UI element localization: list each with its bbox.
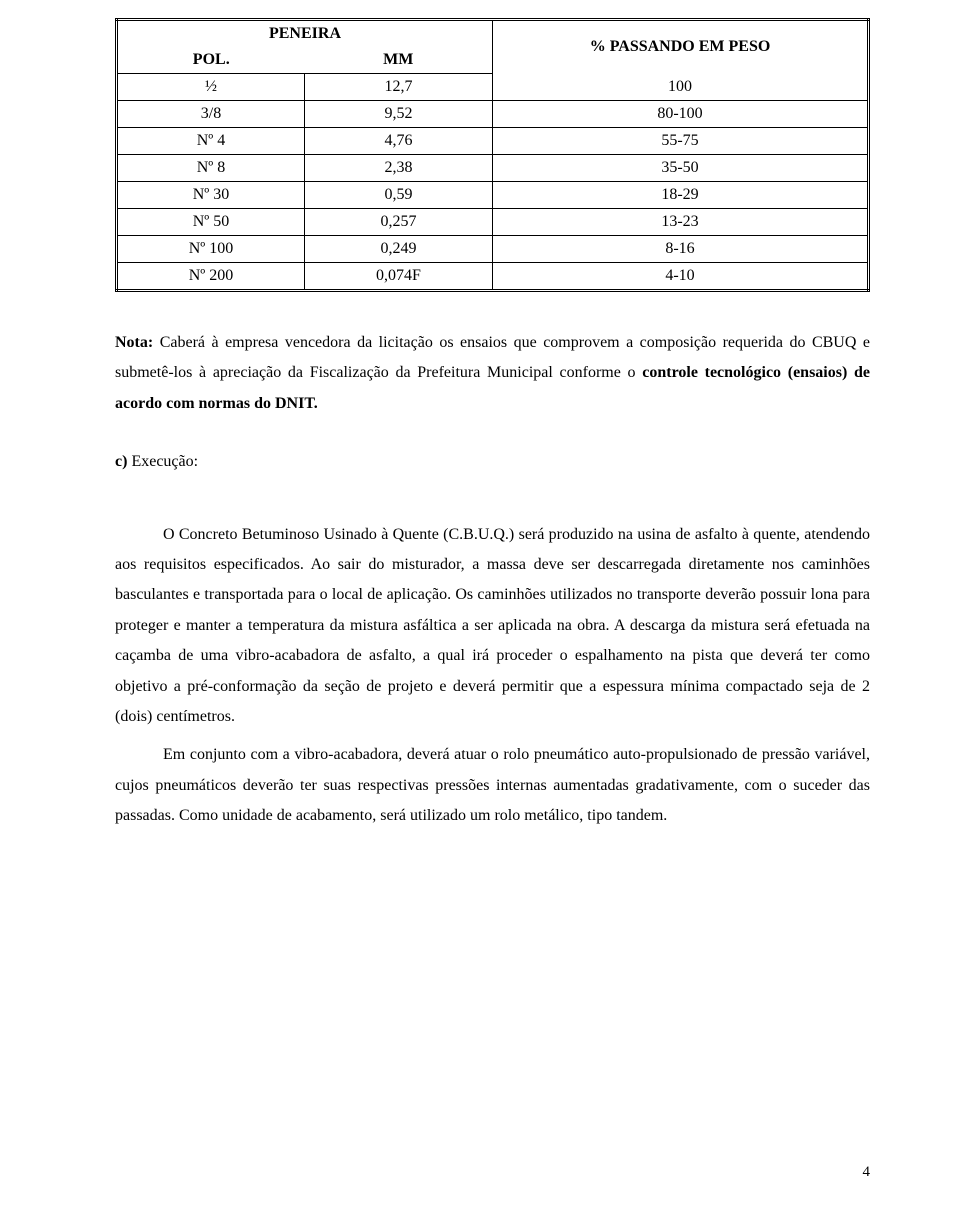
table-row: Nº 30 0,59 18-29 — [117, 182, 869, 209]
table-row: Nº 100 0,249 8-16 — [117, 236, 869, 263]
cell-pol: Nº 100 — [117, 236, 305, 263]
section-c-label: c) — [115, 453, 131, 470]
table-subheader-pol: POL. — [117, 47, 305, 74]
body-paragraph-2: Em conjunto com a vibro-acabadora, dever… — [115, 740, 870, 831]
cell-pol: Nº 8 — [117, 155, 305, 182]
cell-pass: 100 — [493, 74, 869, 101]
peneira-table: PENEIRA % PASSANDO EM PESO POL. MM ½ 12,… — [115, 18, 870, 292]
cell-pass: 13-23 — [493, 209, 869, 236]
cell-pass: 18-29 — [493, 182, 869, 209]
cell-mm: 0,59 — [305, 182, 493, 209]
cell-mm: 0,249 — [305, 236, 493, 263]
cell-mm: 2,38 — [305, 155, 493, 182]
cell-pass: 80-100 — [493, 101, 869, 128]
section-c-text: Execução: — [131, 453, 198, 470]
cell-pol: Nº 4 — [117, 128, 305, 155]
cell-pol: 3/8 — [117, 101, 305, 128]
cell-pass: 35-50 — [493, 155, 869, 182]
page-number: 4 — [863, 1164, 871, 1181]
cell-pass: 55-75 — [493, 128, 869, 155]
table-row: Nº 50 0,257 13-23 — [117, 209, 869, 236]
cell-pol: ½ — [117, 74, 305, 101]
cell-pol: Nº 30 — [117, 182, 305, 209]
table-subheader-mm: MM — [305, 47, 493, 74]
table-header-peneira: PENEIRA — [117, 20, 493, 48]
cell-pass: 4-10 — [493, 263, 869, 291]
table-row: 3/8 9,52 80-100 — [117, 101, 869, 128]
cell-mm: 0,074F — [305, 263, 493, 291]
table-header-passando: % PASSANDO EM PESO — [493, 20, 869, 74]
cell-mm: 0,257 — [305, 209, 493, 236]
table-row: Nº 4 4,76 55-75 — [117, 128, 869, 155]
cell-pass: 8-16 — [493, 236, 869, 263]
nota-label: Nota: — [115, 334, 153, 351]
cell-pol: Nº 200 — [117, 263, 305, 291]
table-row: Nº 8 2,38 35-50 — [117, 155, 869, 182]
cell-mm: 9,52 — [305, 101, 493, 128]
cell-mm: 12,7 — [305, 74, 493, 101]
document-page: PENEIRA % PASSANDO EM PESO POL. MM ½ 12,… — [0, 0, 960, 1209]
cell-pol: Nº 50 — [117, 209, 305, 236]
cell-mm: 4,76 — [305, 128, 493, 155]
table-row: Nº 200 0,074F 4-10 — [117, 263, 869, 291]
nota-paragraph: Nota: Caberá à empresa vencedora da lici… — [115, 328, 870, 419]
table-body: ½ 12,7 100 3/8 9,52 80-100 Nº 4 4,76 55-… — [117, 74, 869, 291]
table-row: ½ 12,7 100 — [117, 74, 869, 101]
section-c-heading: c) Execução: — [115, 447, 870, 477]
body-paragraph-1: O Concreto Betuminoso Usinado à Quente (… — [115, 520, 870, 733]
